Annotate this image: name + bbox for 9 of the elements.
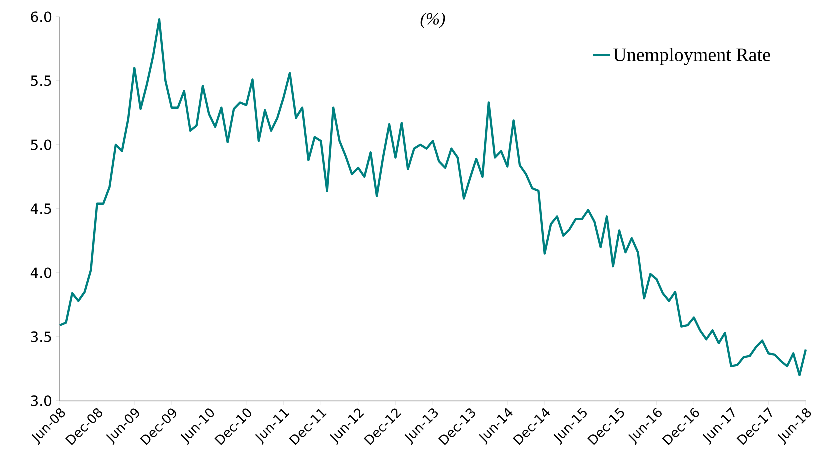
y-tick-label: 5.0 — [31, 140, 52, 150]
y-tick-label: 3.0 — [31, 396, 52, 406]
y-tick-label: 3.5 — [31, 332, 52, 342]
y-tick-label: 4.0 — [30, 268, 52, 278]
y-tick-label: 6.0 — [31, 12, 52, 22]
y-tick-label: 5.5 — [31, 76, 52, 86]
chart-title: (%) — [420, 12, 446, 28]
legend-label: Unemployment Rate — [614, 48, 770, 66]
y-tick-label: 4.5 — [30, 204, 52, 214]
